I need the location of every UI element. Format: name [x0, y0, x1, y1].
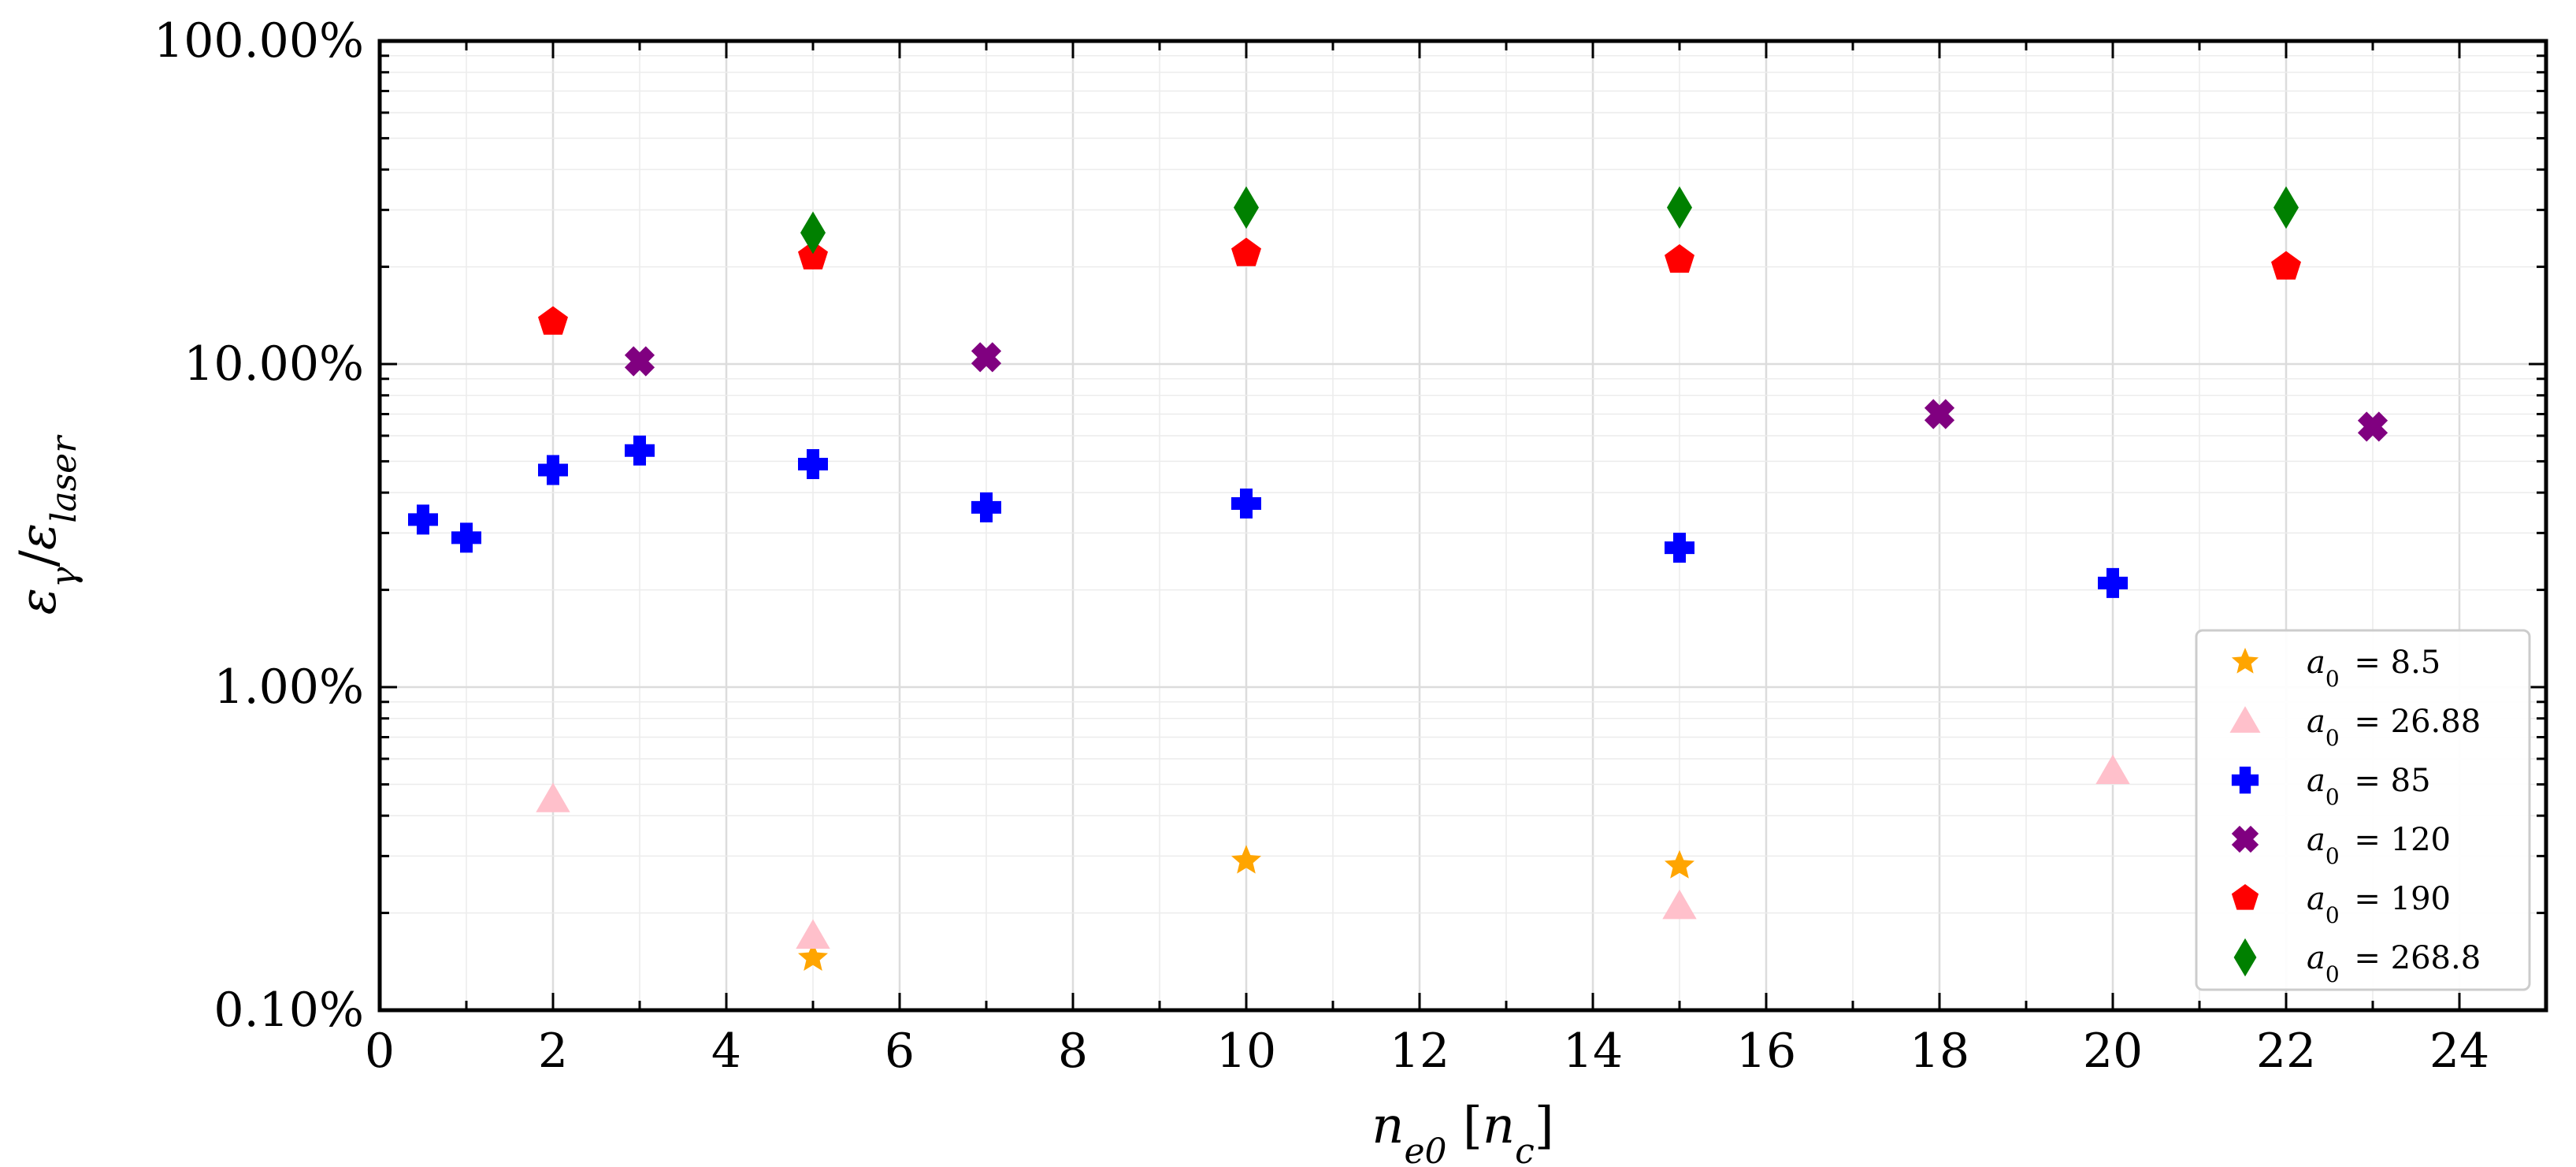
data-point	[2095, 754, 2130, 784]
y-tick-label: 10.00%	[184, 336, 364, 392]
x-tick-label: 2	[538, 1024, 568, 1079]
data-point	[798, 942, 828, 971]
data-point	[536, 782, 570, 812]
legend: a0 = 8.5 a0 = 26.88 a0 = 85 a0 = 120 a0 = 19…	[2195, 629, 2531, 991]
data-point	[796, 919, 830, 949]
data-point	[1665, 533, 1694, 563]
legend-label: a0 = 120	[2307, 822, 2451, 869]
x-axis-label: ne0 [nc]	[1372, 1097, 1553, 1167]
series-x	[624, 342, 2389, 442]
data-point	[1665, 243, 1694, 273]
data-point	[624, 346, 655, 377]
x-tick-label: 12	[1390, 1024, 1449, 1079]
data-point	[798, 449, 828, 480]
data-point	[625, 435, 655, 466]
plot-frame	[377, 39, 2548, 1013]
legend-marker	[2231, 648, 2259, 674]
series-star	[798, 845, 1694, 971]
data-point	[1234, 186, 1259, 229]
data-point	[538, 306, 568, 335]
legend-marker	[2229, 706, 2261, 733]
data-point	[1231, 845, 1261, 874]
series-pentagon	[538, 237, 2301, 335]
series-diamond	[800, 186, 2299, 255]
data-point	[2271, 251, 2301, 280]
legend-label: a0 = 85	[2307, 763, 2431, 810]
x-tick-label: 6	[885, 1024, 915, 1079]
data-point	[800, 211, 826, 255]
x-tick-label: 8	[1058, 1024, 1088, 1079]
data-point	[971, 342, 1002, 373]
x-tick-label: 18	[1910, 1024, 1969, 1079]
data-point	[2273, 186, 2299, 229]
legend-label: a0 = 268.8	[2307, 940, 2481, 987]
legend-box	[2195, 629, 2531, 991]
data-points	[408, 186, 2389, 971]
data-point	[2357, 411, 2389, 442]
x-tick-label: 0	[365, 1024, 395, 1079]
x-tick-label: 22	[2256, 1024, 2316, 1079]
y-axis-label: εγ/εlaser	[9, 434, 84, 615]
data-point	[1924, 399, 1955, 429]
data-point	[2098, 567, 2128, 598]
x-tick-label: 20	[2083, 1024, 2143, 1079]
x-tick-label: 4	[711, 1024, 741, 1079]
legend-marker	[2231, 766, 2259, 794]
data-point	[408, 504, 438, 535]
data-point	[798, 240, 828, 269]
legend-marker	[2233, 938, 2257, 977]
data-point	[1667, 186, 1692, 229]
axis-tick-labels: 0 2 4 6 8 10 12 14 16 18 20 22 240.10%1.00%10.00%100…	[154, 13, 2489, 1079]
series-plus	[408, 435, 2128, 598]
data-point	[1665, 849, 1694, 879]
data-point	[1231, 489, 1261, 519]
data-point	[538, 455, 568, 485]
data-point	[1231, 237, 1261, 266]
legend-label: a0 = 8.5	[2307, 645, 2441, 692]
y-tick-label: 100.00%	[154, 13, 364, 69]
y-tick-label: 1.00%	[213, 660, 364, 715]
legend-label: a0 = 190	[2307, 881, 2451, 928]
data-point	[1662, 889, 1697, 920]
data-point	[971, 492, 1001, 522]
y-tick-label: 0.10%	[213, 983, 364, 1038]
x-tick-label: 24	[2429, 1024, 2489, 1079]
x-tick-label: 10	[1216, 1024, 1276, 1079]
legend-marker	[2231, 825, 2259, 853]
series-triangle	[536, 754, 2130, 949]
data-point	[451, 522, 481, 553]
legend-label: a0 = 26.88	[2307, 704, 2481, 751]
x-tick-label: 14	[1563, 1024, 1623, 1079]
legend-marker	[2231, 884, 2259, 910]
x-tick-label: 16	[1736, 1024, 1796, 1079]
